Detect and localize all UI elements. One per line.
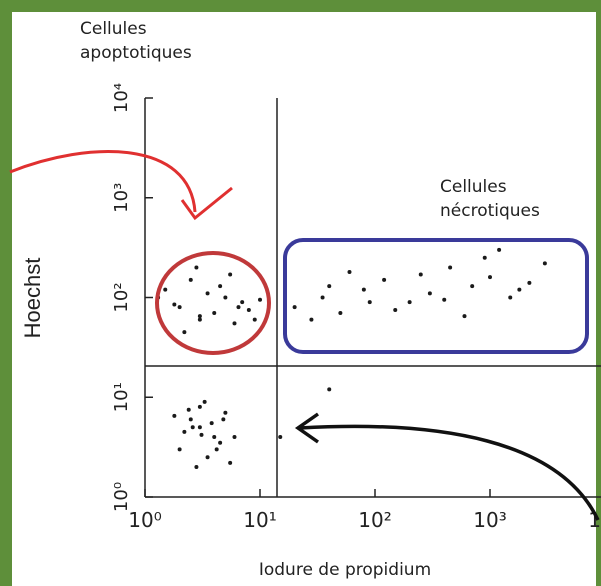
point [347, 270, 352, 275]
point [202, 399, 207, 404]
point [508, 295, 513, 300]
point [240, 300, 245, 305]
x-tick-label: 10³ [473, 508, 506, 532]
annotation: apoptotiques [80, 43, 192, 63]
x-tick-label: 10¹ [243, 508, 276, 532]
x-tick-label: 10⁰ [128, 508, 161, 532]
point [448, 265, 453, 270]
point [197, 314, 202, 319]
arrow [299, 424, 600, 521]
point [188, 417, 193, 422]
point [214, 447, 219, 452]
point [212, 434, 217, 439]
point [327, 284, 332, 289]
point [228, 460, 233, 465]
point [309, 317, 314, 322]
point [361, 287, 366, 292]
point [470, 284, 475, 289]
point [199, 432, 204, 437]
point [228, 272, 233, 277]
point [278, 434, 283, 439]
point [367, 300, 372, 305]
y-tick-label: 10¹ [111, 382, 132, 412]
point [418, 272, 423, 277]
x-tick-label: 10⁴ [588, 508, 601, 532]
point [197, 404, 202, 409]
point [488, 275, 492, 280]
point [186, 407, 191, 412]
point [542, 261, 547, 266]
point [497, 247, 502, 252]
point [182, 429, 187, 434]
point [218, 284, 223, 289]
point [190, 425, 195, 430]
arrow [9, 150, 197, 213]
y-tick-label: 10³ [111, 183, 132, 213]
necrotic-gate [283, 238, 589, 354]
point [258, 297, 262, 302]
plot: 10⁰ 10¹ 10² 10³ 10⁴ 10⁰ 10¹ 10² 10³ 10⁴ [111, 83, 601, 532]
point [188, 277, 193, 282]
point [194, 464, 199, 469]
point [393, 307, 398, 312]
x-axis-label: Iodure de propidium [259, 560, 431, 580]
arrowhead [180, 186, 233, 221]
point [236, 305, 241, 310]
point [232, 434, 237, 439]
point [223, 410, 228, 415]
point [320, 295, 325, 300]
point [407, 300, 412, 305]
point [197, 317, 202, 322]
point [205, 291, 210, 296]
apoptotic-gate [155, 251, 271, 355]
point [205, 455, 210, 460]
y-tick-label: 10⁰ [111, 482, 132, 512]
y-tick-label: 10² [111, 282, 132, 312]
point [212, 310, 217, 315]
y-tick-label: 10⁴ [111, 83, 132, 113]
point [221, 417, 226, 422]
point [527, 280, 532, 285]
point [232, 321, 237, 326]
point [327, 387, 332, 392]
point [194, 265, 199, 270]
annotation: Cellules [80, 19, 147, 39]
y-axis-label: Hoechst [20, 258, 45, 339]
point [163, 287, 168, 292]
point [223, 295, 228, 300]
point [427, 291, 432, 296]
arrowhead [294, 412, 320, 444]
point [338, 310, 343, 315]
point [177, 447, 182, 452]
panel [12, 12, 596, 586]
point [382, 277, 387, 282]
point [246, 307, 251, 312]
point [482, 255, 487, 260]
annotation: nécrotiques [440, 201, 540, 221]
x-tick-label: 10² [358, 508, 391, 532]
point [209, 421, 214, 426]
point [218, 440, 223, 445]
point [172, 413, 177, 418]
annotation: Cellules [440, 177, 507, 197]
point [177, 305, 182, 310]
point [197, 425, 202, 430]
point [442, 297, 447, 302]
point [292, 305, 297, 310]
point [517, 287, 522, 292]
point [462, 314, 467, 319]
point [182, 330, 187, 335]
point [172, 302, 177, 307]
point [252, 317, 257, 322]
